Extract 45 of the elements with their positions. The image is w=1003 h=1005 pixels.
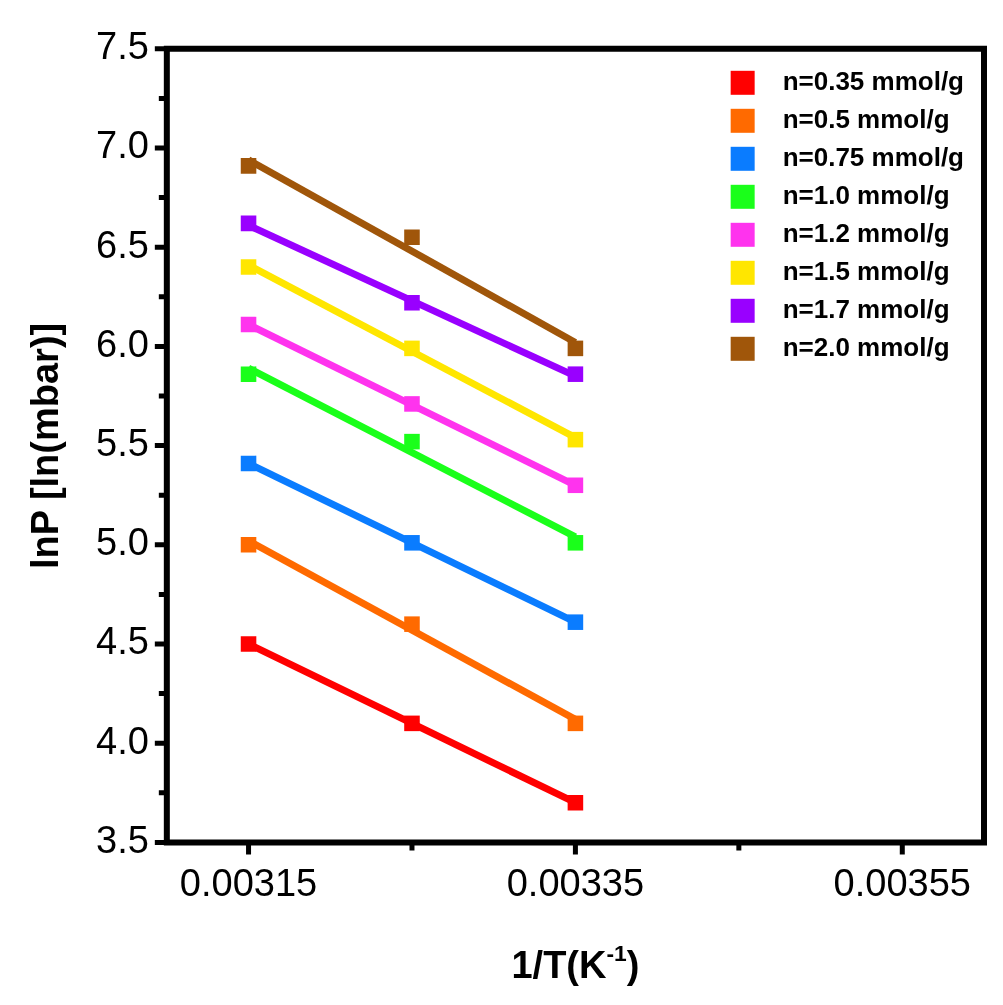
y-tick-label: 4.0	[96, 719, 149, 762]
legend-label: n=0.35 mmol/g	[782, 65, 964, 96]
point	[240, 537, 257, 553]
y-tick-label: 3.5	[96, 818, 149, 861]
legend-label: n=1.2 mmol/g	[782, 217, 950, 248]
legend-label: n=2.0 mmol/g	[782, 331, 950, 362]
point	[404, 294, 420, 311]
x-tick-label: 0.00355	[833, 861, 971, 904]
y-tick-label: 5.5	[96, 422, 149, 465]
y-tick-label: 4.5	[96, 620, 149, 663]
point	[240, 455, 257, 472]
point	[567, 340, 584, 357]
point	[567, 715, 584, 732]
point	[240, 259, 257, 275]
point	[567, 477, 584, 494]
point	[404, 396, 420, 412]
point	[404, 433, 420, 450]
point	[240, 158, 257, 174]
point	[567, 366, 584, 382]
point	[567, 535, 584, 551]
legend-label: n=1.7 mmol/g	[782, 293, 950, 324]
y-tick-label: 7.5	[96, 25, 149, 68]
point	[404, 616, 420, 632]
y-tick-label: 6.0	[96, 322, 149, 365]
x-tick-label: 0.00335	[506, 861, 645, 904]
point	[567, 431, 584, 448]
point	[240, 366, 257, 382]
point	[240, 215, 257, 232]
y-tick-label: 5.0	[96, 521, 149, 564]
legend-label: n=1.5 mmol/g	[782, 255, 950, 286]
point	[240, 316, 257, 333]
point	[404, 340, 420, 357]
point	[240, 636, 257, 652]
point	[404, 715, 420, 732]
legend-label: n=0.75 mmol/g	[782, 141, 964, 172]
y-tick-label: 6.5	[96, 223, 149, 266]
point	[567, 614, 584, 630]
y-axis-title: lnP [ln(mbar)]	[24, 322, 67, 570]
x-tick-label: 0.00315	[179, 861, 318, 904]
point	[404, 229, 420, 246]
y-tick-label: 7.0	[96, 124, 149, 167]
point	[404, 535, 420, 551]
legend-label: n=1.0 mmol/g	[782, 179, 950, 210]
point	[567, 794, 584, 811]
legend-label: n=0.5 mmol/g	[782, 103, 950, 134]
